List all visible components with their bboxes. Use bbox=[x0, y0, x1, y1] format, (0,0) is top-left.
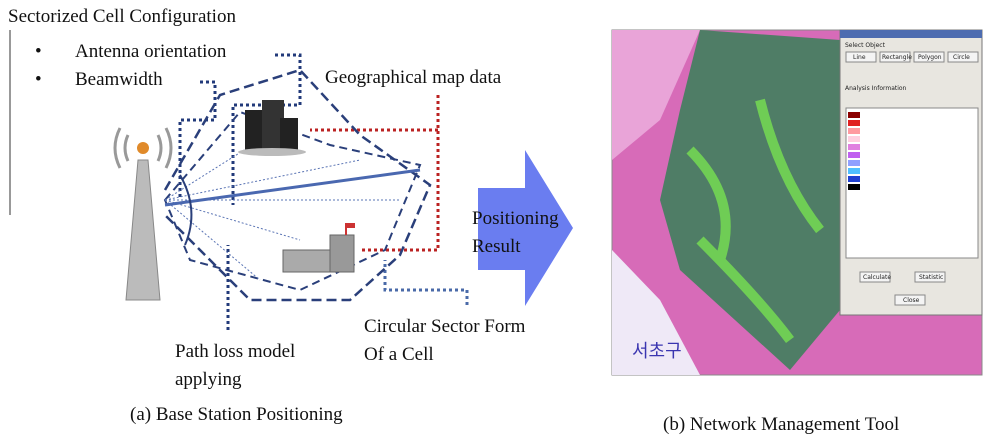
arrow bbox=[478, 150, 573, 306]
main-beam bbox=[164, 168, 421, 207]
button[interactable] bbox=[879, 51, 911, 63]
caption: (a) Base Station Positioning bbox=[130, 404, 343, 425]
map-roads bbox=[686, 98, 824, 344]
antenna bbox=[125, 159, 161, 301]
leader bbox=[231, 53, 302, 205]
building bbox=[282, 223, 355, 273]
title: Sectorized Cell Configuration bbox=[8, 6, 236, 27]
arrow-label: Result bbox=[472, 236, 521, 257]
button[interactable] bbox=[914, 271, 946, 283]
building bbox=[238, 100, 306, 156]
map-area bbox=[612, 250, 700, 375]
antenna-tip bbox=[137, 142, 149, 154]
bullet-text: Beamwidth bbox=[75, 69, 163, 90]
button-label: Line bbox=[853, 54, 866, 61]
caption: (b) Network Management Tool bbox=[663, 414, 899, 435]
legend-table bbox=[845, 107, 979, 259]
bullet-text: Antenna orientation bbox=[75, 41, 227, 62]
leader bbox=[178, 80, 217, 200]
arrow-label: Positioning bbox=[472, 208, 559, 229]
label: Path loss model bbox=[175, 341, 295, 362]
dialog-buttons: Line Rectangle Polygon Circle bbox=[845, 51, 979, 63]
button[interactable] bbox=[947, 51, 979, 63]
dialog-text: Select Object bbox=[845, 42, 886, 49]
bullet: • bbox=[35, 69, 42, 90]
sector-outline bbox=[163, 68, 432, 302]
map-area bbox=[660, 30, 840, 370]
button[interactable] bbox=[859, 271, 891, 283]
label: applying bbox=[175, 369, 242, 390]
label: Of a Cell bbox=[364, 344, 434, 365]
dialog-titlebar bbox=[840, 30, 982, 38]
button-label: Circle bbox=[953, 54, 970, 61]
beam-angle bbox=[179, 174, 193, 246]
button-label: Rectangle bbox=[882, 54, 912, 61]
district-label: 서초구 bbox=[632, 341, 682, 362]
legend-swatches bbox=[848, 112, 860, 190]
button[interactable] bbox=[845, 51, 877, 63]
button[interactable] bbox=[894, 294, 926, 306]
bullet: • bbox=[35, 41, 42, 62]
map-area bbox=[612, 30, 700, 160]
button-label: Polygon bbox=[918, 54, 942, 61]
dialog-text: Analysis Information bbox=[845, 85, 907, 92]
button-label: Calculate bbox=[863, 274, 891, 281]
button-label: Statistic bbox=[919, 274, 943, 281]
leader bbox=[383, 260, 469, 305]
label: Geographical map data bbox=[325, 67, 502, 88]
label: Circular Sector Form bbox=[364, 316, 526, 337]
signal bbox=[113, 127, 173, 169]
button[interactable] bbox=[913, 51, 945, 63]
button-label: Close bbox=[903, 297, 920, 304]
